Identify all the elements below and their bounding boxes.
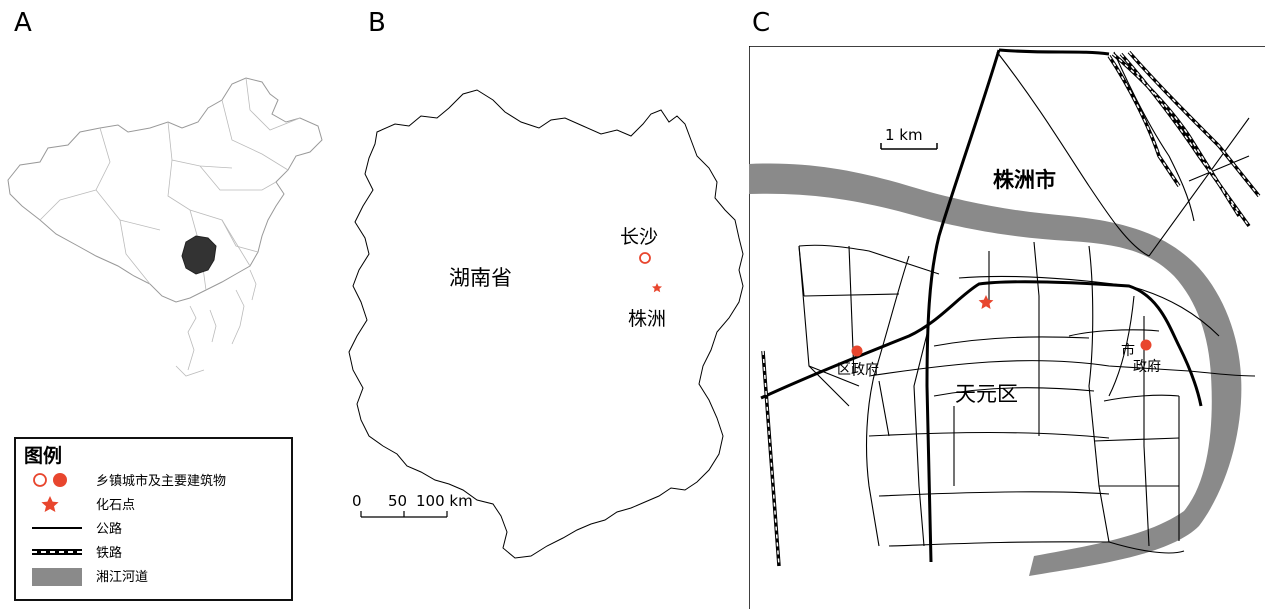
legend-label-road: 公路 [96, 522, 123, 537]
legend-label-railway: 铁路 [96, 546, 123, 561]
city-gov-label-line2: 政府 [1133, 359, 1161, 375]
scale-tick-50: 50 [388, 492, 408, 510]
legend-label-fossil: 化石点 [96, 498, 136, 513]
city-gov-marker [1140, 339, 1152, 351]
district-gov-label: 区政府 [837, 362, 879, 378]
highways [760, 48, 1203, 563]
panel-label-b: B [368, 8, 386, 38]
legend: 图例 乡镇城市及主要建筑物 化石点 公路 铁路 湘江河道 [14, 437, 293, 601]
china-map [7, 77, 323, 377]
city-gov-label-line1: 市 [1121, 343, 1135, 359]
china-province-lines [39, 77, 301, 291]
legend-title: 图例 [24, 445, 63, 467]
city-label: 株洲市 [993, 168, 1056, 192]
legend-item-road: 公路 [16, 517, 286, 539]
road-network [798, 51, 1256, 554]
panel-label-a: A [14, 8, 32, 38]
road-line-icon [32, 527, 82, 529]
changsha-marker [639, 252, 651, 264]
legend-item-town: 乡镇城市及主要建筑物 [16, 469, 286, 491]
china-outline [7, 77, 323, 303]
fossil-star-icon [978, 295, 994, 309]
hunan-map [348, 89, 744, 559]
city-scale-bar [880, 143, 938, 150]
river-swatch-icon [32, 568, 82, 586]
south-china-sea-islands [175, 269, 257, 377]
zhuzhou-label: 株洲 [628, 308, 667, 330]
changsha-label: 长沙 [620, 226, 659, 248]
railways [761, 50, 1261, 567]
hunan-highlight [181, 235, 217, 275]
legend-item-river: 湘江河道 [16, 565, 286, 587]
legend-label-town: 乡镇城市及主要建筑物 [96, 474, 227, 489]
legend-label-river: 湘江河道 [96, 570, 149, 585]
hunan-scale-bar [360, 511, 448, 518]
scale-tick-100: 100 km [416, 492, 473, 510]
legend-item-fossil: 化石点 [16, 493, 286, 515]
district-gov-marker [851, 345, 863, 357]
scale-tick-0: 0 [352, 492, 362, 510]
hunan-outline [348, 89, 744, 559]
town-circles-icon [33, 473, 67, 487]
city-scale-label: 1 km [885, 126, 923, 144]
railway-line-icon [32, 549, 82, 555]
panel-label-c: C [752, 8, 771, 38]
district-label: 天元区 [955, 382, 1018, 406]
zhuzhou-city-map [749, 46, 1265, 609]
province-label: 湖南省 [449, 266, 512, 290]
zhuzhou-star-icon [652, 283, 662, 293]
legend-item-railway: 铁路 [16, 541, 286, 563]
star-icon [41, 496, 59, 512]
